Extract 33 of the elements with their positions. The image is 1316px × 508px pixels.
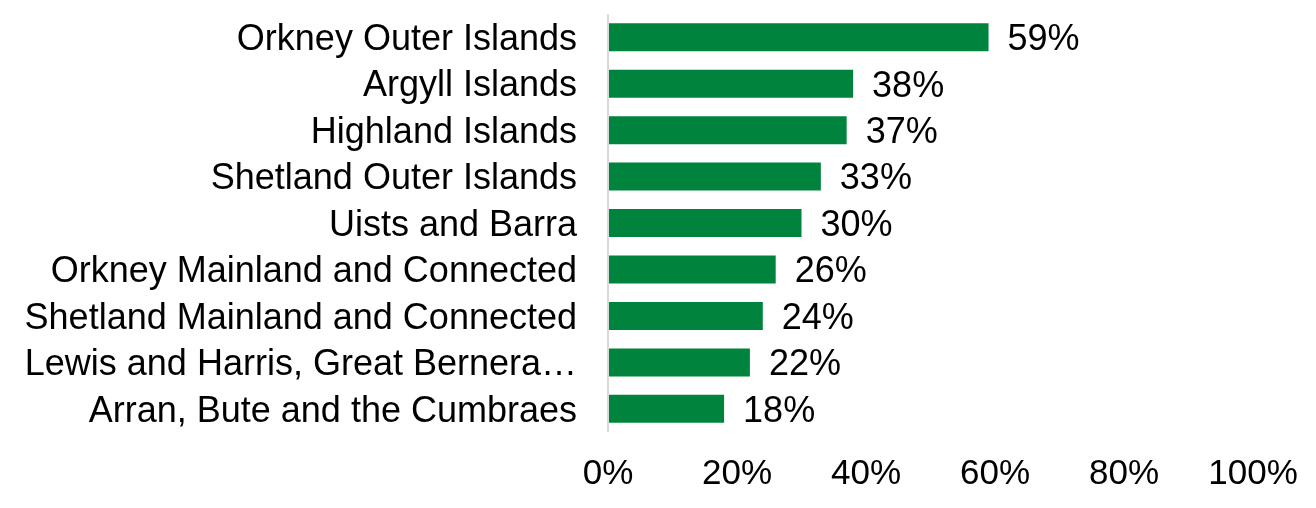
bar (608, 23, 989, 52)
data-label: 59% (1007, 17, 1080, 59)
data-label: 37% (865, 109, 938, 151)
x-tick-label: 0% (582, 451, 634, 491)
y-tick-label: Argyll Islands (362, 63, 577, 105)
data-label: 38% (872, 63, 945, 105)
bar (608, 301, 763, 330)
y-tick-label: Highland Islands (310, 109, 577, 151)
bar (608, 348, 750, 377)
bar (608, 209, 802, 238)
x-tick-label: 20% (701, 451, 773, 491)
y-tick-label: Arran, Bute and the Cumbraes (88, 388, 577, 430)
x-tick-label: 80% (1088, 451, 1160, 491)
data-label: 30% (820, 202, 893, 244)
y-tick-label: Shetland Outer Islands (210, 156, 577, 198)
y-tick-label: Lewis and Harris, Great Bernera… (24, 342, 577, 384)
bar (608, 394, 725, 423)
y-tick-label: Orkney Outer Islands (236, 17, 577, 58)
data-label: 33% (839, 156, 912, 198)
x-tick-label: 40% (830, 451, 902, 491)
data-label: 18% (743, 388, 816, 430)
x-tick-label: 60% (959, 451, 1031, 491)
bar (608, 116, 847, 145)
y-tick-label: Shetland Mainland and Connected (24, 295, 577, 337)
data-label: 26% (794, 249, 867, 291)
bar (608, 255, 776, 284)
y-tick-label: Uists and Barra (328, 202, 578, 244)
bar (608, 69, 854, 98)
data-label: 24% (781, 295, 854, 337)
y-tick-label: Orkney Mainland and Connected (50, 249, 577, 291)
data-label: 22% (768, 342, 841, 384)
x-tick-label: 100% (1208, 451, 1298, 491)
bar (608, 162, 821, 191)
